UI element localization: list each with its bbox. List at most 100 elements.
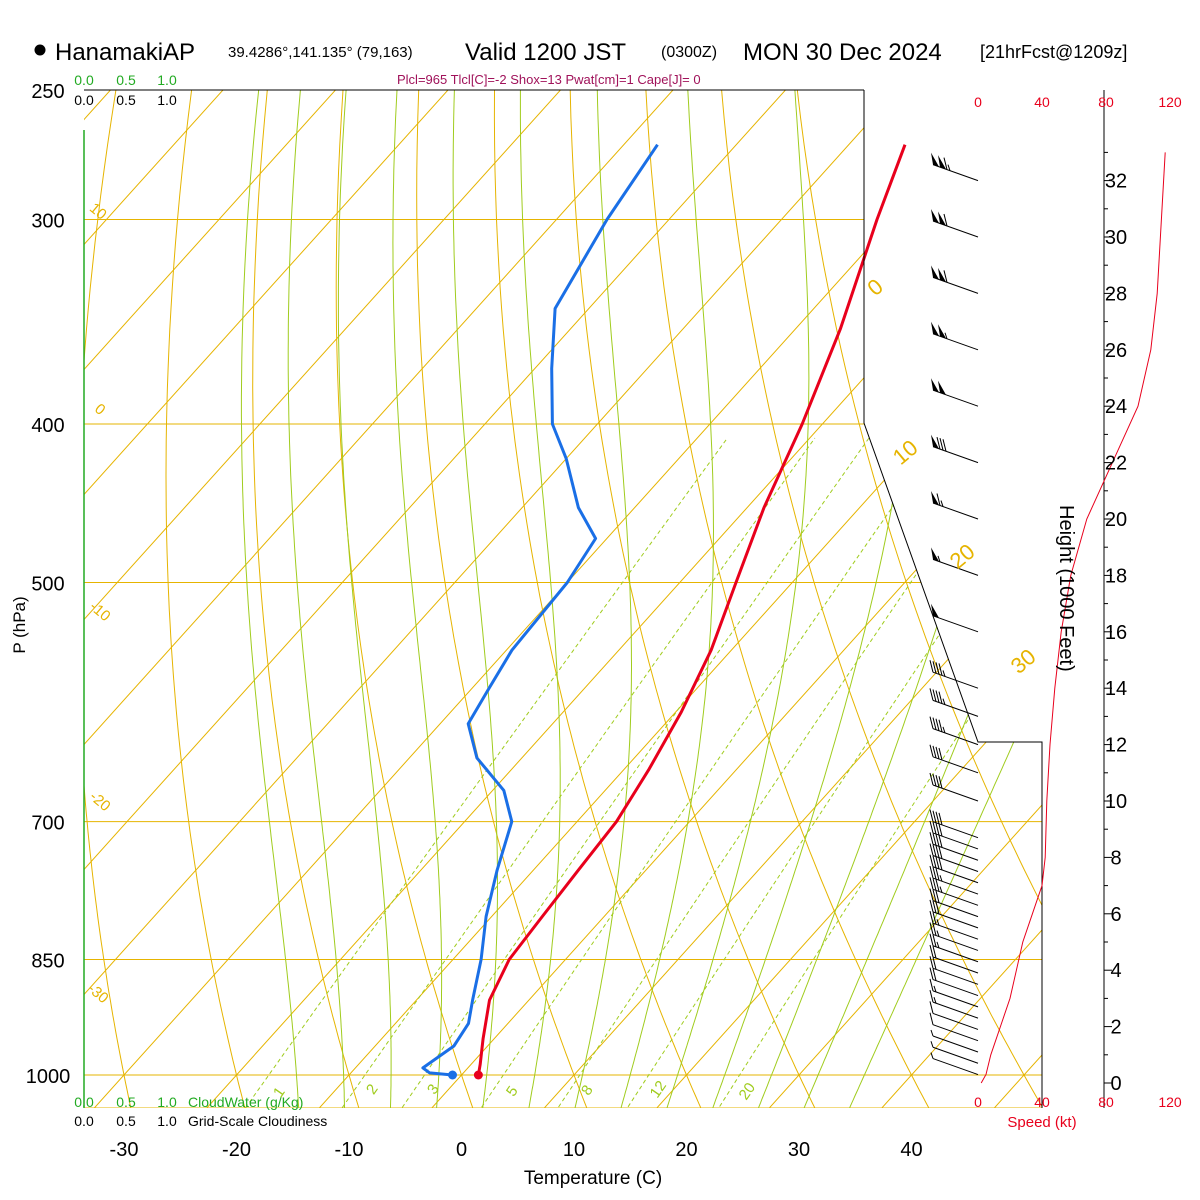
pressure-tick-label: 300 [31,211,64,233]
height-tick-label: 24 [1105,396,1127,418]
wind-barb [929,967,979,997]
moist-adiabat-label: 10 [888,435,923,470]
wind-barb [931,265,979,294]
temperature-axis-label: Temperature (C) [524,1168,662,1189]
wind-barb [931,547,979,576]
temperature-tick-label: -20 [222,1139,251,1161]
dry-adiabat-label: -10 [86,598,114,625]
height-tick-label: 18 [1105,565,1127,587]
mixing-ratio-label: 8 [578,1082,597,1099]
wind-barb [931,152,979,182]
cloud-scale-top-label: 0.0 [74,72,94,88]
moist-adiabat-line [452,90,498,1108]
stability-indices: Plcl=965 Tlcl[C]=-2 Shox=13 Pwat[cm]=1 C… [397,72,701,87]
wind-barb [929,899,979,929]
mixing-ratio-label: 20 [736,1080,759,1103]
wind-barb [929,877,979,906]
wind-barb [930,1052,979,1076]
wind-barb [929,990,979,1019]
height-tick-label: 12 [1105,735,1127,757]
isotherm-line [189,90,1042,1108]
speed-axis-label: Speed (kt) [1007,1114,1076,1131]
moist-adiabat-line [392,90,443,1108]
temperature-tick-label: 30 [788,1139,810,1161]
wind-barb [929,933,979,963]
dry-adiabat-line [568,90,827,1108]
mixing-ratio-label: 5 [503,1083,522,1100]
header: HanamakiAP 39.4286°,141.135° (79,163) Va… [34,39,1127,87]
pressure-tick-label: 700 [31,813,64,835]
wind-barb [929,1012,979,1042]
wind-barb [930,1029,979,1053]
speed-top-tick-label: 40 [1034,94,1050,110]
wind-barb [929,809,979,839]
mixing-ratio-line [453,437,941,1108]
mixing-ratio-line [374,437,870,1108]
temperature-tick-label: 0 [456,1139,467,1161]
isotherm-line [752,90,1042,1108]
isotherm-line [84,90,142,1108]
wind-barb [929,660,979,689]
height-tick-label: 8 [1110,847,1121,869]
height-tick-label: 32 [1105,171,1127,193]
pressure-tick-label: 250 [31,81,64,103]
temperature-profile-line [476,144,907,1076]
isotherm-line [84,90,817,1108]
dewpoint-profile-line [421,143,659,1077]
mixing-ratio-line [600,437,1042,1108]
cloudwater-tick-label: 0.5 [116,1094,136,1110]
isotherm-line [84,90,1042,1108]
height-tick-label: 10 [1105,791,1127,813]
mixing-ratio-label: 12 [647,1078,670,1101]
wind-barb [929,854,979,884]
speed-bottom-tick-label: 0 [974,1094,982,1110]
wind-barb [931,378,979,407]
dry-adiabat-line [854,90,1042,1108]
station-dot-icon [34,44,46,56]
forecast-info: [21hrFcst@1209z] [980,42,1127,62]
wind-barb [929,865,979,895]
wind-barb [929,956,979,985]
temperature-tick-label: -10 [335,1139,364,1161]
height-tick-label: 22 [1105,453,1127,475]
pressure-tick-label: 400 [31,415,64,437]
isotherm-line [84,90,479,1108]
valid-date: MON 30 Dec 2024 [743,39,942,66]
height-tick-label: 16 [1105,622,1127,644]
moist-adiabat-line [794,90,1042,1108]
temperature-profile-line-surface-dot [473,1070,483,1080]
valid-utc: (0300Z) [661,44,717,61]
cloud-scale-top-label: 0.5 [116,72,136,88]
cloudiness-scale-top-label: 0.0 [74,92,94,108]
dry-adiabat-line [335,90,482,1108]
dry-adiabat-line [84,90,146,1108]
cloud-scale-top-label: 1.0 [157,72,177,88]
dry-adiabat-line [252,90,367,1108]
moist-adiabat-line [839,90,1042,1108]
isotherm-line [302,90,1042,1108]
speed-top-tick-label: 120 [1158,94,1182,110]
cloudiness-label: Grid-Scale Cloudiness [188,1113,327,1129]
height-tick-label: 30 [1105,227,1127,249]
wind-barb [929,911,979,940]
dry-adiabat-line [783,90,1042,1108]
height-tick-label: 14 [1105,678,1127,700]
isotherm-line [527,90,1042,1108]
cloudiness-scale-top-label: 0.5 [116,92,136,108]
speed-top-tick-label: 0 [974,94,982,110]
moist-adiabat-line [749,90,1042,1108]
axes [83,89,1166,1108]
dry-adiabat-line [712,90,1042,1108]
isotherm-line [977,90,1042,1108]
dry-adiabat-line [416,90,597,1108]
moist-adiabat-line [659,90,810,1108]
moist-adiabat-label: 20 [945,539,980,574]
moist-adiabat-line [337,90,392,1108]
wind-barb [929,888,979,918]
wind-barb [929,944,979,974]
wind-barb [929,772,979,802]
pressure-tick-label: 1000 [26,1066,71,1088]
dry-adiabat-line [1068,0,1200,1130]
height-tick-label: 26 [1105,340,1127,362]
